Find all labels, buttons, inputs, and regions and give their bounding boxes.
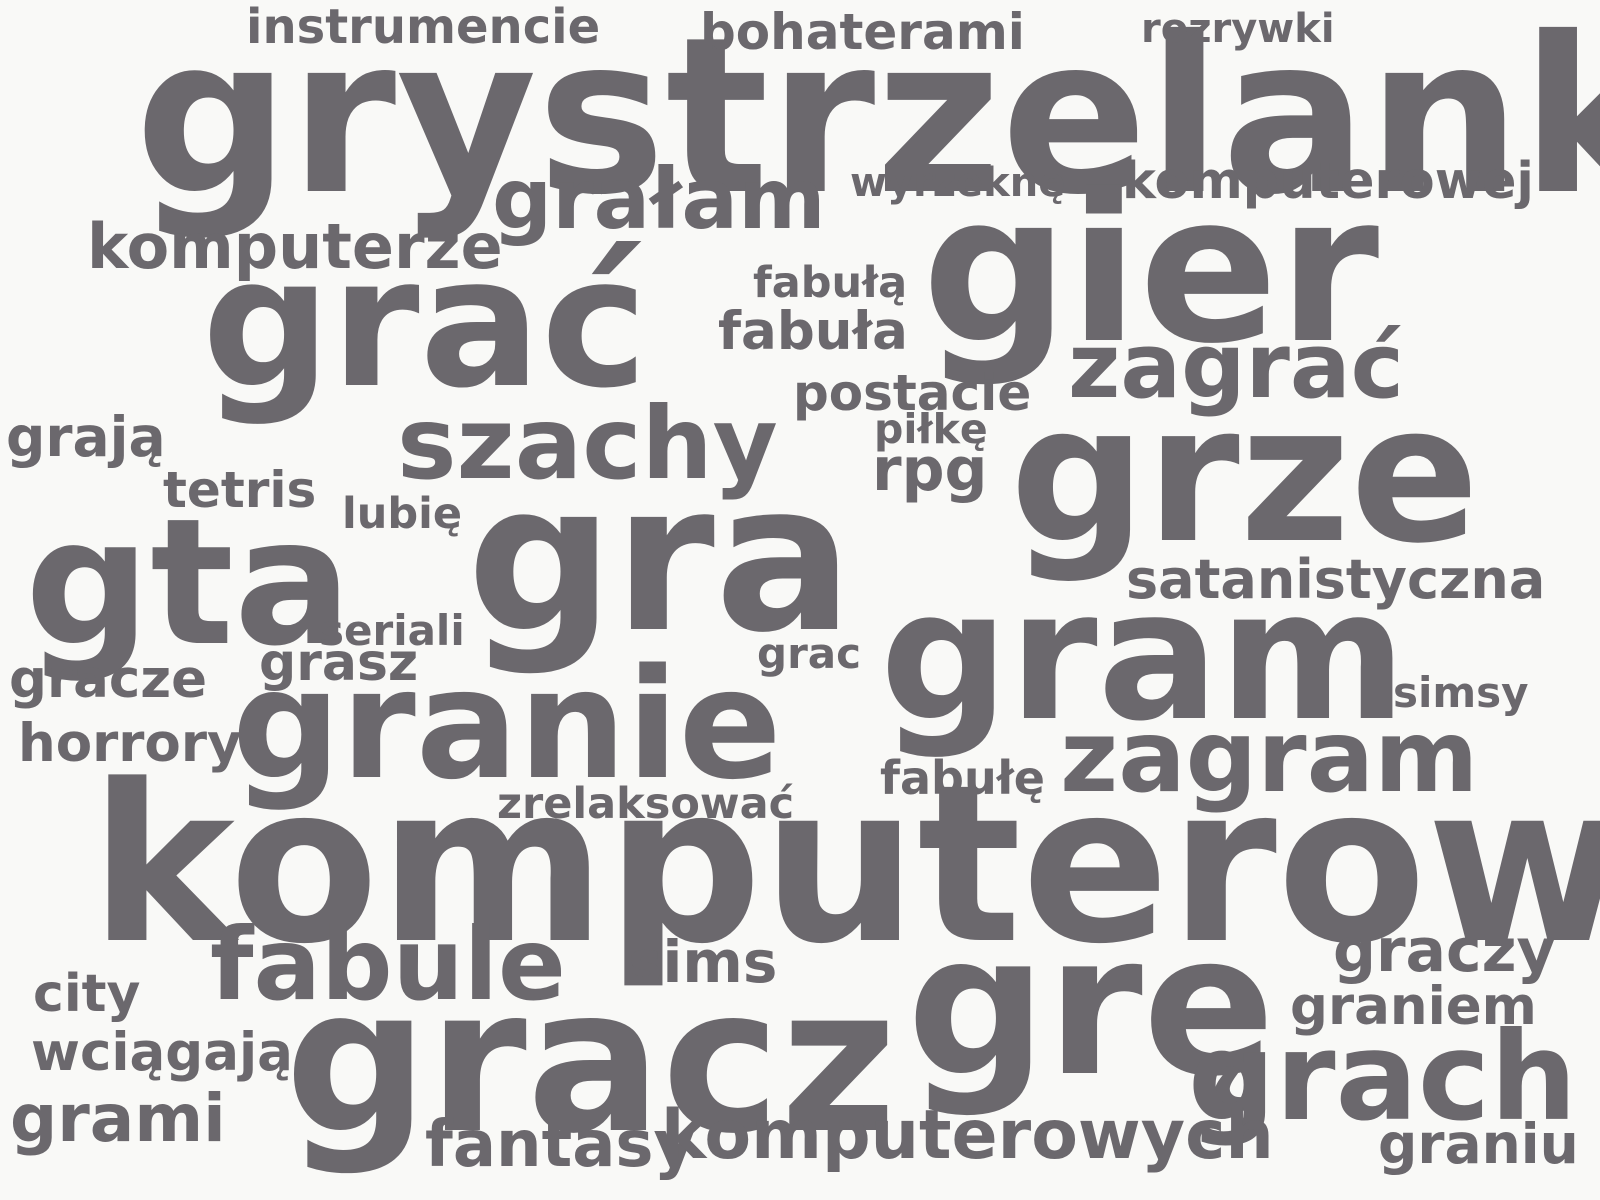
word-bohaterami: bohaterami (700, 3, 1025, 61)
word-grze: grze (1010, 364, 1480, 585)
word-lubie: lubię (342, 489, 463, 539)
word-horrory: horrory (18, 713, 242, 774)
word-graniu: graniu (1378, 1112, 1579, 1176)
word-rpg: rpg (872, 435, 988, 505)
word-seriali: seriali (319, 606, 465, 655)
word-granie: granie (232, 636, 782, 813)
word-instrumencie: instrumencie (246, 0, 601, 55)
word-grystrzelanki: grystrzelanki (135, 0, 1600, 242)
word-grami: grami (10, 1080, 226, 1157)
word-fantasy: fantasy (425, 1108, 696, 1182)
word-fabula: fabuła (718, 301, 908, 362)
word-fabula-instr: fabułą (753, 258, 908, 308)
word-gracze: gracze (9, 649, 208, 710)
word-postacie: postacie (793, 364, 1032, 422)
word-komputerowej: komputerowej (1122, 152, 1534, 211)
word-wyrzekne: wyrzeknę (850, 160, 1066, 206)
word-wciagaja: wciągają (31, 1022, 293, 1083)
word-grach: grach (1188, 1006, 1577, 1148)
word-gracz: gracz (285, 945, 897, 1178)
word-graczy: graczy (1333, 916, 1556, 986)
word-zagram: zagram (1060, 698, 1479, 815)
word-simsy: simsy (1393, 668, 1529, 717)
word-fabule: fabule (210, 906, 566, 1023)
word-zrelaksowac: zrelaksować (497, 779, 795, 829)
word-gier: gier (922, 151, 1380, 389)
word-grac: grac (757, 629, 862, 678)
word-komputerze: komputerze (87, 210, 503, 283)
word-graja: grają (6, 405, 166, 469)
word-rozrywki: rozrywki (1141, 6, 1335, 52)
word-zagrac: zagrać (1068, 314, 1405, 419)
word-szachy: szachy (397, 385, 778, 502)
word-gra: gra (467, 440, 854, 678)
word-gta: gta (25, 482, 353, 685)
word-tetris: tetris (163, 461, 317, 519)
word-sims: sims (628, 928, 778, 996)
word-grasz: grasz (259, 633, 419, 693)
word-pilke: piłkę (874, 405, 988, 453)
word-komputerowe: komputerowe (90, 739, 1600, 992)
word-komputerowych: komputerowych (661, 1096, 1274, 1175)
word-gre: grę (907, 892, 1276, 1119)
word-satanistyczna: satanistyczna (1126, 548, 1546, 611)
word-grac-accent: grać (202, 219, 648, 428)
word-fabule-acc: fabułę (880, 751, 1045, 805)
word-gram: gram (880, 552, 1407, 761)
word-graniem: graniem (1290, 976, 1537, 1037)
word-gralam: grałam (492, 150, 826, 248)
word-city: city (33, 964, 141, 1024)
